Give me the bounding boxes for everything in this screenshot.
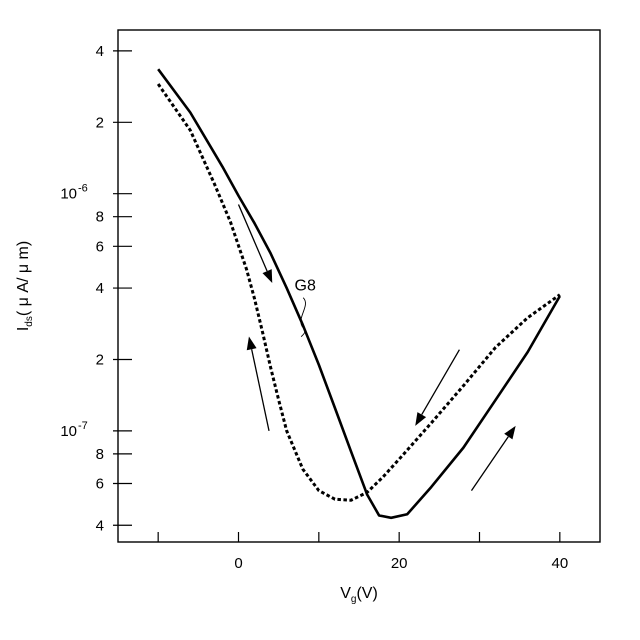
direction-arrow-3	[471, 426, 515, 491]
annotation-label-0: G8	[295, 278, 316, 295]
axis-ticks: 0204046810-7246810-624	[60, 43, 568, 572]
y-tick-label-9: 2	[96, 114, 104, 131]
y-tick-exponent-3: -7	[78, 420, 88, 432]
plot-frame	[118, 30, 600, 542]
annotations-layer: G8	[239, 205, 516, 491]
y-axis-label: Ids( μ A/ μ m)	[15, 241, 35, 331]
y-tick-label-5: 4	[96, 280, 104, 297]
y-tick-label-1: 6	[96, 475, 104, 492]
y-tick-label-4: 2	[96, 351, 104, 368]
y-tick-exponent-8: -6	[78, 183, 88, 195]
x-tick-label-5: 40	[551, 555, 568, 572]
y-tick-label-2: 8	[96, 446, 104, 463]
y-tick-label-8: 10	[60, 186, 77, 203]
y-tick-label-6: 6	[96, 238, 104, 255]
y-tick-label-7: 8	[96, 209, 104, 226]
x-tick-label-1: 0	[234, 555, 242, 572]
direction-arrow-2	[415, 350, 459, 426]
y-tick-label-3: 10	[60, 423, 77, 440]
x-axis-label: Vg(V)	[340, 585, 378, 605]
x-tick-label-3: 20	[391, 555, 408, 572]
direction-arrow-0	[239, 205, 273, 284]
y-tick-label-0: 4	[96, 517, 104, 534]
series-dotted-line	[158, 84, 560, 500]
y-tick-label-10: 4	[96, 43, 104, 60]
annotation-leader-0	[301, 298, 306, 337]
